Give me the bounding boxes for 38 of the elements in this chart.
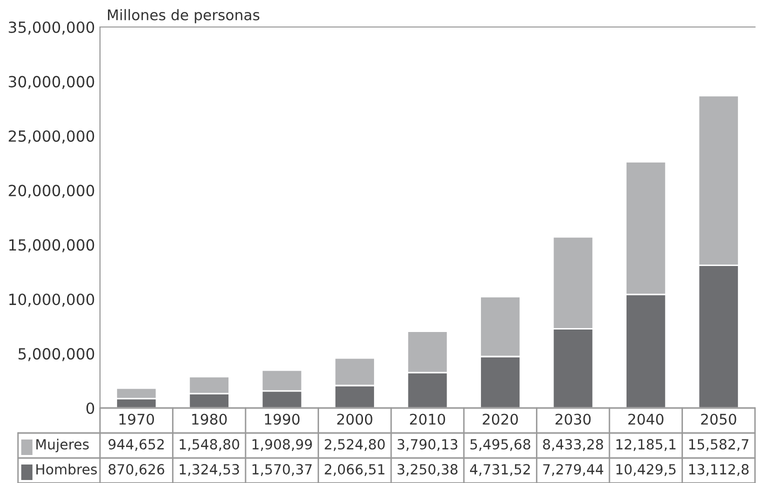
data-label: 1,548,80 [180,439,240,451]
data-label: 15,582,7 [689,439,748,451]
y-tick-label: 25,000,000 [8,130,94,144]
y-tick-label: 10,000,000 [9,294,94,307]
legend-label: Hombres [36,464,97,475]
data-label: 1,908,99 [252,439,312,451]
x-tick-label: 2000 [337,414,372,425]
data-label: 3,250,38 [398,464,458,476]
data-label: 3,790,13 [398,439,458,451]
legend-label: Mujeres [36,438,89,452]
x-tick-label: 2040 [628,414,664,425]
y-tick-label: 5,000,000 [18,348,94,362]
x-tick-label: 2020 [482,414,518,425]
data-label: 2,524,80 [324,439,385,451]
data-label: 4,731,52 [470,464,530,476]
data-label: 5,495,68 [470,439,530,451]
x-tick-label: 1990 [264,414,300,425]
data-label: 2,066,51 [324,464,384,476]
y-tick-label: 15,000,000 [9,239,94,252]
y-tick-label: 35,000,000 [8,21,94,35]
x-tick-label: 1980 [192,414,227,425]
y-axis-title: Millones de personas [108,9,260,24]
x-tick-label: 2030 [556,414,591,425]
y-tick-label: 30,000,000 [8,76,94,90]
x-tick-label: 2010 [410,414,446,425]
data-label: 8,433,28 [543,439,604,451]
y-tick-label: 20,000,000 [8,184,94,198]
data-label: 12,185,1 [616,439,676,451]
x-tick-label: 2050 [701,414,736,425]
y-tick-label: 0 [86,402,94,414]
data-label: 13,112,8 [689,464,749,476]
data-label: 944,652 [108,439,164,451]
data-label: 1,570,37 [252,464,312,476]
x-tick-label: 1970 [119,414,154,425]
data-label: 10,429,5 [616,464,676,476]
data-label: 1,324,53 [180,464,239,476]
data-label: 7,279,44 [543,464,604,476]
data-label: 870,626 [108,464,164,476]
